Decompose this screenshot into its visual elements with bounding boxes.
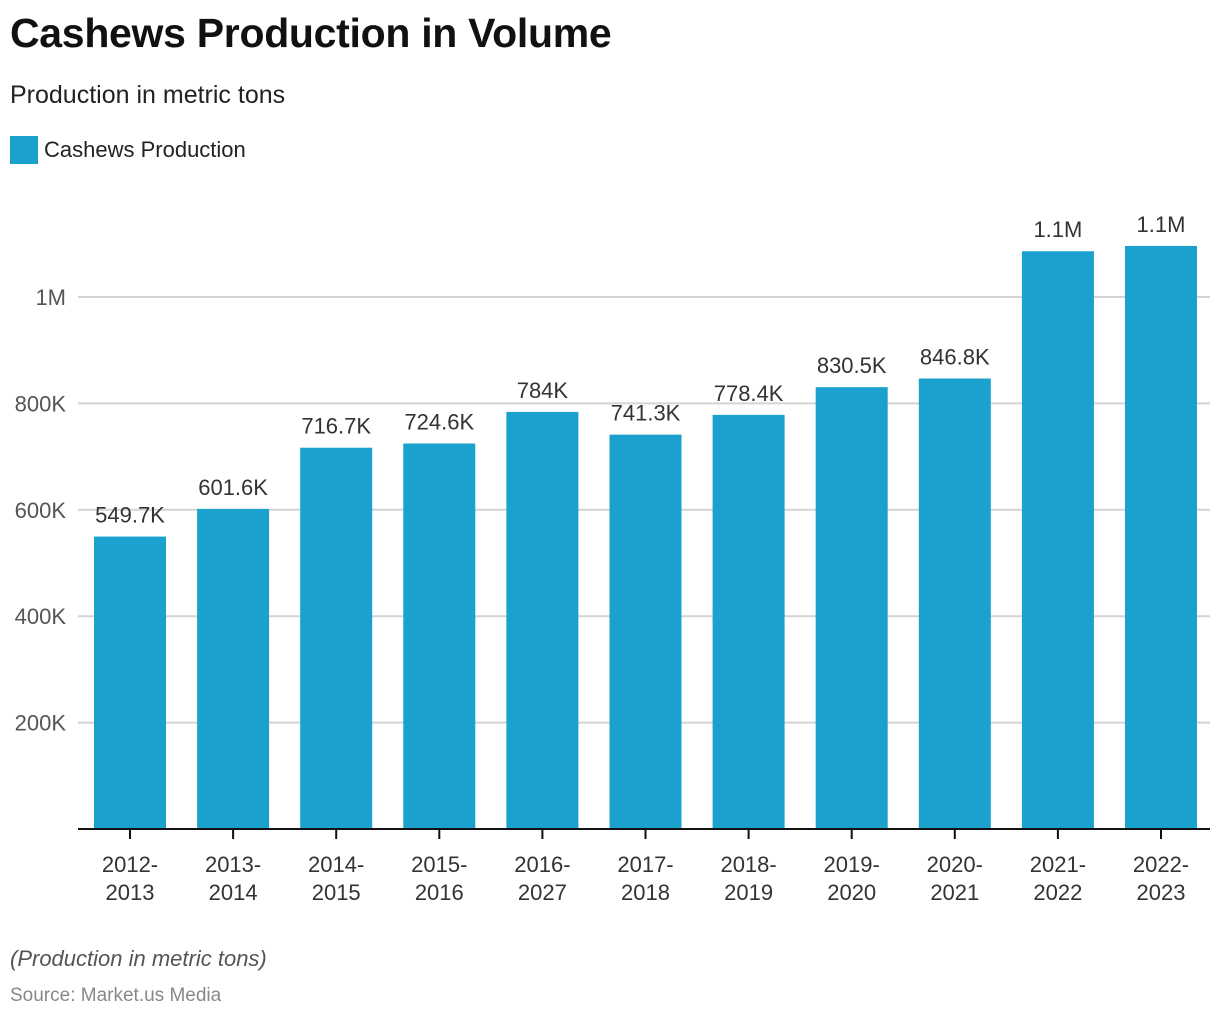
chart-subtitle: Production in metric tons xyxy=(10,81,286,109)
source-credit: Source: Market.us Media xyxy=(10,985,222,1006)
x-tick-label: 2018- xyxy=(720,852,776,877)
bar xyxy=(403,443,476,829)
bar xyxy=(609,434,682,829)
x-tick-label: 2015 xyxy=(312,880,361,905)
bar xyxy=(197,508,270,829)
x-tick-label: 2017- xyxy=(617,852,673,877)
data-label: 549.7K xyxy=(95,503,165,528)
data-label: 601.6K xyxy=(198,475,268,500)
x-tick-label: 2015- xyxy=(411,852,467,877)
data-label: 724.6K xyxy=(404,410,474,435)
x-tick-label: 2014 xyxy=(209,880,258,905)
y-tick-label: 400K xyxy=(15,604,67,629)
x-tick-label: 2020- xyxy=(927,852,983,877)
x-tick-label: 2013- xyxy=(205,852,261,877)
y-tick-label: 1M xyxy=(35,285,66,310)
x-tick-label: 2020 xyxy=(827,880,876,905)
x-tick-label: 2012- xyxy=(102,852,158,877)
bar xyxy=(815,387,888,829)
x-tick-label: 2019- xyxy=(824,852,880,877)
legend: Cashews Production xyxy=(10,136,246,164)
x-tick-label: 2021 xyxy=(930,880,979,905)
x-tick-label: 2022- xyxy=(1133,852,1189,877)
data-label: 716.7K xyxy=(301,414,371,439)
bar xyxy=(1125,245,1197,830)
y-tick-label: 800K xyxy=(15,391,67,416)
y-tick-label: 600K xyxy=(15,498,67,523)
x-tick-label: 2027 xyxy=(518,880,567,905)
data-label: 846.8K xyxy=(920,345,990,370)
data-label: 741.3K xyxy=(611,401,681,426)
chart-title: Cashews Production in Volume xyxy=(10,10,612,56)
bar xyxy=(1021,251,1094,830)
x-tick-label: 2023 xyxy=(1137,880,1186,905)
footnote: (Production in metric tons) xyxy=(10,946,267,971)
legend-swatch xyxy=(10,136,38,164)
data-label: 1.1M xyxy=(1033,217,1082,242)
bar xyxy=(94,536,166,829)
x-tick-label: 2016- xyxy=(514,852,570,877)
x-tick-label: 2019 xyxy=(724,880,773,905)
data-label: 830.5K xyxy=(817,353,887,378)
x-tick-label: 2016 xyxy=(415,880,464,905)
x-tick-label: 2013 xyxy=(106,880,155,905)
bar xyxy=(300,447,373,829)
x-tick-label: 2018 xyxy=(621,880,670,905)
data-label: 784K xyxy=(517,378,569,403)
data-label: 1.1M xyxy=(1137,212,1186,237)
bar xyxy=(506,411,579,829)
bar xyxy=(712,414,785,829)
data-label: 778.4K xyxy=(714,381,784,406)
legend-label: Cashews Production xyxy=(44,137,246,162)
x-tick-label: 2021- xyxy=(1030,852,1086,877)
x-tick-label: 2022 xyxy=(1033,880,1082,905)
y-tick-label: 200K xyxy=(15,711,67,736)
bar xyxy=(918,378,991,829)
x-tick-label: 2014- xyxy=(308,852,364,877)
